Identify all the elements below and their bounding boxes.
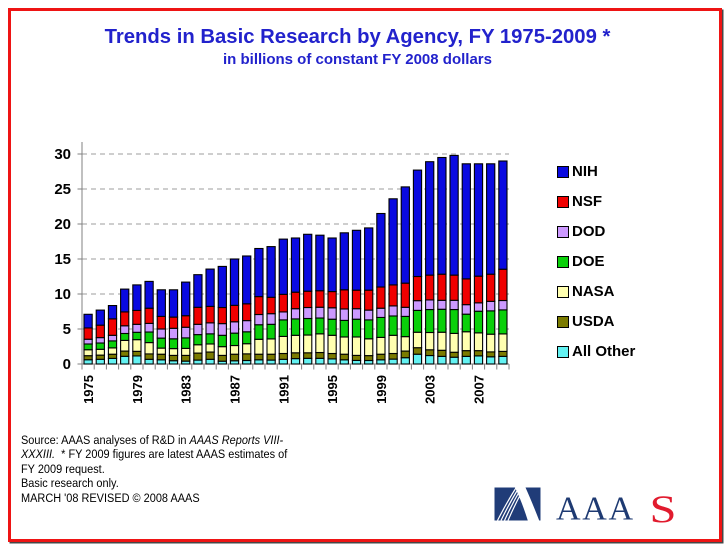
svg-text:1991: 1991: [276, 375, 291, 404]
svg-text:S: S: [650, 488, 677, 531]
svg-text:0: 0: [63, 356, 71, 373]
svg-text:AAA: AAA: [556, 490, 635, 527]
svg-text:30: 30: [54, 146, 71, 163]
svg-text:1987: 1987: [228, 375, 243, 404]
svg-text:1999: 1999: [374, 375, 389, 404]
svg-text:15: 15: [54, 251, 71, 268]
svg-text:20: 20: [54, 216, 71, 233]
svg-text:1983: 1983: [179, 375, 194, 404]
svg-text:5: 5: [63, 321, 71, 338]
svg-text:2007: 2007: [472, 375, 487, 404]
svg-text:10: 10: [54, 286, 71, 303]
svg-text:25: 25: [54, 181, 71, 198]
svg-text:1979: 1979: [130, 375, 145, 404]
svg-text:2003: 2003: [423, 375, 438, 404]
svg-text:1975: 1975: [81, 375, 96, 404]
svg-text:1995: 1995: [325, 375, 340, 404]
